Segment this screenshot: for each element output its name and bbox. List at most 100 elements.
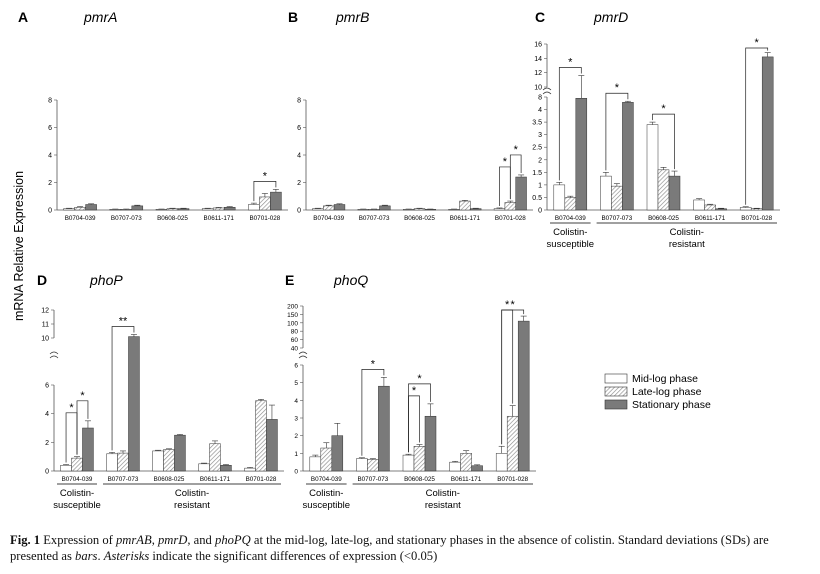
panel-d-bar-mid <box>244 467 256 472</box>
panel-d-significance-bracket <box>76 400 89 455</box>
panel-c-bar-mid <box>739 207 752 211</box>
panel-e-y-tick-label: 3 <box>294 416 298 423</box>
panel-e-bar-late <box>320 447 333 472</box>
panel-a-bar-stationary <box>223 207 236 211</box>
legend-label: Stationary phase <box>632 399 711 411</box>
panel-a-gene-title: pmrA <box>83 9 117 25</box>
panel-c-susceptible-label-2: susceptible <box>547 239 595 250</box>
panel-c-bar-late <box>657 169 670 211</box>
panel-e-y-tick-label: 200 <box>287 304 298 311</box>
panel-d-bar-mid <box>198 463 210 472</box>
panel-e-x-tick-label: B0611-171 <box>451 476 482 483</box>
panel-b-bar-stationary <box>379 205 391 211</box>
panel-c-resistant-label-1: Colistin- <box>670 227 704 238</box>
panel-e-bar-late <box>413 446 426 472</box>
panel-e-resistant-label-1: Colistin- <box>426 488 460 499</box>
panel-e-bar-mid <box>449 461 461 472</box>
panel-d-y-tick-label: 6 <box>45 383 49 390</box>
panel-c-y-tick-label: 1.5 <box>532 170 542 177</box>
panel-b-y-tick-label: 2 <box>297 180 301 187</box>
panel-e-significance-marker: * <box>511 299 516 311</box>
panel-e-resistant-label-2: resistant <box>425 500 461 511</box>
panel-e-bar-stationary <box>517 320 530 472</box>
panel-e-x-tick-label: B0707-073 <box>357 476 388 483</box>
panel-e-letter: E <box>285 272 294 288</box>
legend-label: Late-log phase <box>632 386 702 398</box>
panel-e-bar-late <box>367 459 379 472</box>
panel-c-y-tick-label: 8 <box>538 95 542 102</box>
panel-b-x-tick-label: B0704-039 <box>313 215 344 222</box>
panel-b-y-tick-label: 8 <box>297 98 301 105</box>
legend-swatch-dark <box>604 399 628 410</box>
panel-c-bar-stationary <box>668 175 681 211</box>
panel-c-y-tick-label: 1 <box>538 182 542 189</box>
panel-b-gene-title: pmrB <box>335 9 369 25</box>
panel-c-y-tick-label: 2 <box>538 157 542 164</box>
panel-d-significance-marker: ** <box>119 316 128 328</box>
panel-d-gene-title: phoP <box>89 272 123 288</box>
panel-a-bar-late <box>166 208 179 211</box>
panel-e-y-tick-label: 80 <box>291 329 299 336</box>
panel-a-x-tick-label: B0608-025 <box>157 215 188 222</box>
panel-c-significance-marker: * <box>755 37 760 49</box>
panel-e-bar-stationary <box>378 385 390 472</box>
panel-a-bar-mid <box>155 209 168 211</box>
panel-b-bar-stationary <box>515 176 527 211</box>
panel-c-x-tick-label: B0704-039 <box>555 215 586 222</box>
panel-c-y-tick-label: 16 <box>534 42 542 49</box>
panel-a-x-tick-label: B0611-171 <box>204 215 235 222</box>
panel-b-x-tick-label: B0707-073 <box>359 215 390 222</box>
panel-c-axis-break-mark <box>542 91 552 95</box>
panel-d-significance-bracket <box>65 412 78 463</box>
panel-d-bar-stationary <box>128 336 140 472</box>
panel-c-x-tick-label: B0701-028 <box>741 215 772 222</box>
panel-c-significance-bracket <box>605 92 629 171</box>
panel-b-bar-late <box>459 200 471 211</box>
panel-e-axis-break-mark <box>298 355 308 359</box>
panel-e-bar-mid <box>402 454 415 472</box>
panel-d-susceptible-label-2: susceptible <box>53 500 101 511</box>
panel-d-bar-mid <box>60 465 72 472</box>
panel-c-bar-stationary <box>715 208 727 211</box>
panel-e-y-tick-label: 100 <box>287 320 298 327</box>
panel-e-significance-bracket <box>361 369 385 456</box>
panel-b-bar-mid <box>312 208 324 211</box>
panel-e-y-tick-label: 40 <box>291 346 299 353</box>
panel-b-bar-mid <box>448 209 460 211</box>
panel-e-bar-late <box>460 453 472 472</box>
panel-e-significance-bracket <box>501 309 525 445</box>
panel-a-bar-mid <box>201 208 214 211</box>
panel-b-bar-late <box>323 205 335 211</box>
panel-b-bar-late <box>504 202 516 211</box>
panel-d-bar-late <box>117 452 129 472</box>
panel-c-bar-stationary <box>761 56 774 211</box>
panel-e-bar-late <box>506 415 519 472</box>
panel-a-letter: A <box>18 9 28 25</box>
panel-c-y-tick-label: 3.5 <box>532 120 542 127</box>
panel-a-bar-stationary <box>177 208 190 211</box>
panel-a-bar-mid <box>248 204 260 211</box>
panel-e-y-tick-label: 0 <box>294 469 298 476</box>
panel-d-y-tick-label: 2 <box>45 440 49 447</box>
panel-b-bar-stationary <box>470 208 482 211</box>
panel-b-bar-mid <box>493 208 506 211</box>
panel-d-significance-marker: * <box>69 402 74 414</box>
panel-a-y-tick-label: 0 <box>48 208 52 215</box>
panel-b-bar-late <box>368 209 380 211</box>
panel-d-letter: D <box>37 272 47 288</box>
panel-d-y-tick-label: 0 <box>45 469 49 476</box>
caption-text-6: indicate the significant differences of … <box>149 549 438 563</box>
panel-c-x-tick-label: B0608-025 <box>648 215 679 222</box>
caption-gene-2: pmrD <box>157 533 188 547</box>
panel-c-susceptible-label-1: Colistin- <box>553 227 587 238</box>
panel-b-bar-mid <box>357 209 369 211</box>
panel-b-significance-bracket <box>499 166 511 206</box>
panel-e-significance-marker: * <box>417 373 422 385</box>
panel-a-x-tick-label: B0701-028 <box>249 215 280 222</box>
legend-label: Mid-log phase <box>632 373 698 385</box>
panel-d-y-tick-label: 10 <box>41 336 49 343</box>
panel-c-y-tick-label: 2.5 <box>532 145 542 152</box>
panel-c-bar-mid <box>553 184 566 211</box>
panel-c-y-tick-label: 12 <box>534 70 542 77</box>
